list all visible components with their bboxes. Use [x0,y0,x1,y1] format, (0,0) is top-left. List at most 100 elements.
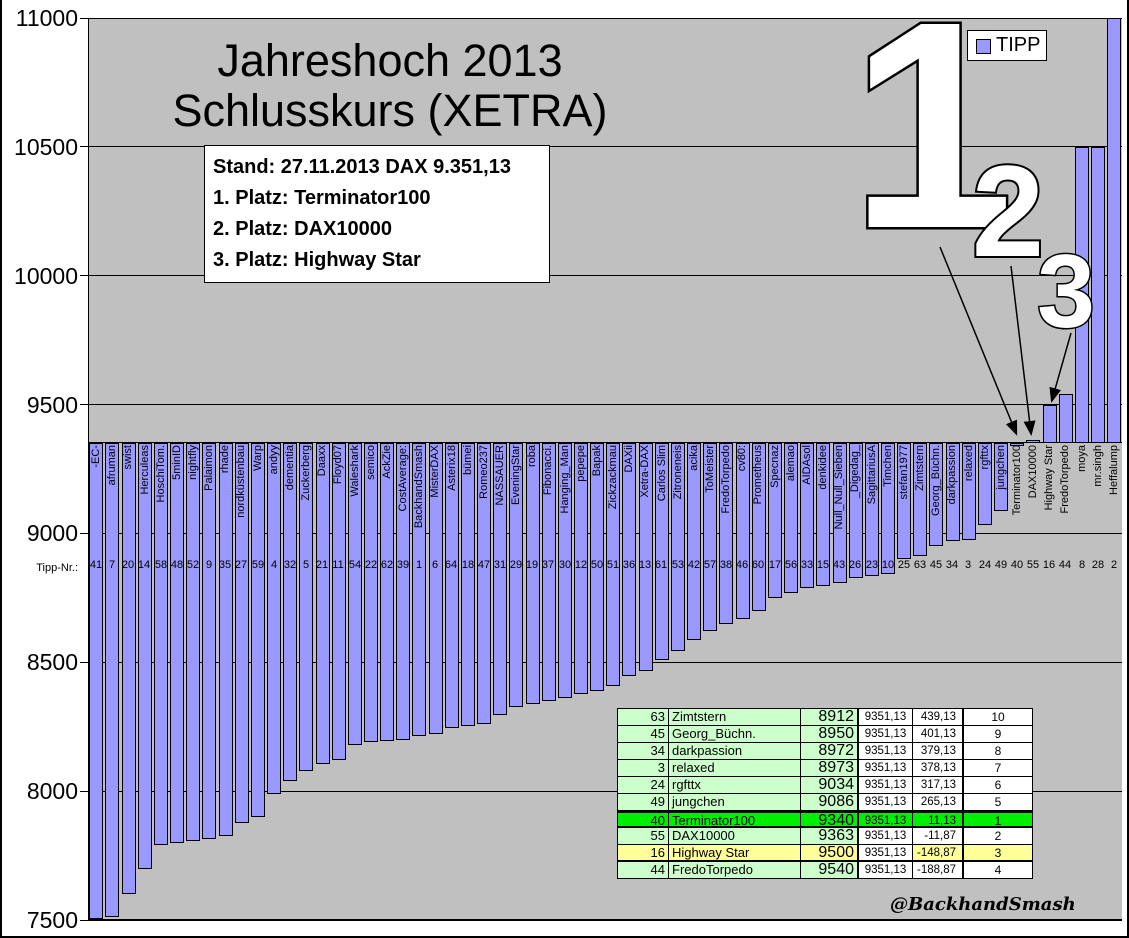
bar-name-label: rhade [218,445,231,474]
bar-SagittariusA [865,443,879,576]
gridline [88,532,1122,534]
bar-name-label: Highway Star [1042,445,1055,511]
tipp-nr-label: 45 [929,559,943,571]
tipp-nr-label: 49 [994,559,1008,571]
cell-tipp-nr: 24 [618,777,669,794]
cell-name: Zimtstern [669,709,801,726]
bar-name-label: roba [525,445,538,468]
bar-Terminator100 [1010,443,1024,446]
gridline [88,790,1122,792]
cell-tip: 9500 [801,845,859,862]
bar-name-label: Daaxx [315,445,328,477]
bar-jungchen [994,443,1008,511]
bar-name-label: andyy [267,445,280,475]
tipp-nr-label: 59 [251,559,265,571]
bar-name-label: Waleshark [348,445,361,497]
bar-NASSAUER [493,443,507,715]
bar-AckZie [380,443,394,741]
cell-tip: 9034 [801,777,859,794]
bar-name-label: pepepe [574,445,587,482]
bar-Waleshark [348,443,362,745]
bar-name-label: Asterix18 [445,445,458,491]
tipp-nr-label: 9 [205,559,213,571]
tipp-nr-label: 26 [848,559,862,571]
bar-name-label: swist [121,445,134,470]
bar-name-label: Bapak [590,445,603,477]
cell-rank: 9 [964,726,1033,743]
cell-dax: 9351,13 [859,760,913,777]
tipp-nr-label: 23 [865,559,879,571]
tipp-nr-label: 36 [622,559,636,571]
tipp-nr-label: 30 [558,559,572,571]
bar-name-label: MisterDAX [428,445,441,498]
cell-rank: 10 [964,709,1033,726]
tipp-nr-label: 38 [719,559,733,571]
bar-name-label: relaxed [962,445,975,482]
bar-name-label: Null_Null_Sieben [832,445,845,530]
bar-Hanging_Man [558,443,572,698]
bar-name-label: bümei [461,445,474,475]
bar-Bapak [590,443,604,691]
y-axis-tick [80,17,88,19]
cell-name: Highway Star [669,845,801,862]
tipp-nr-label: 31 [493,559,507,571]
tipp-nr-label: 13 [638,559,652,571]
bar-cv80: [736,443,750,619]
baseline-dax-level [88,442,1122,444]
tipp-nr-label: 1 [415,559,423,571]
legend-label: TIPP [996,34,1041,56]
cell-name: relaxed [669,760,801,777]
results-table-row-Georg_Büchn.: 45 Georg_Büchn. 8950 9351,13 401,13 9 [618,726,1033,743]
bar-Floyd07 [332,443,346,760]
info-line-platz1: 1. Platz: Terminator100 [213,187,431,209]
bar-Timchen [881,443,895,574]
bar-name-label: nightfly [186,445,199,480]
bar-Heffalump [1107,18,1121,443]
bar-name-label: 5minID [170,445,183,480]
cell-dax: 9351,13 [859,828,913,845]
bar-andyy [267,443,281,794]
results-table-row-FredoTorpedo: 44 FredoTorpedo 9540 9351,13 -188,87 4 [618,862,1033,879]
y-axis-tick [80,404,88,406]
y-axis-tick [80,919,88,921]
y-axis-tick-label: 8000 [26,778,78,805]
cell-rank: 3 [964,845,1033,862]
tipp-nr-label: 46 [735,559,749,571]
tipp-nr-label: 3 [964,559,972,571]
bar-name-label: _Digedag_ [848,445,861,499]
y-axis-tick [80,790,88,792]
watermark: @BackhandSmash [890,894,1076,915]
bar-pepepe [574,443,588,694]
bar-_Digedag_ [849,443,863,578]
bar-name-label: darkpassion [945,445,958,505]
tipp-nr-label: 27 [234,559,248,571]
tipp-nr-label: 39 [396,559,410,571]
bar-name-label: Floyd07 [331,445,344,485]
bar-acika [687,443,701,640]
y-axis-tick-label: 9000 [26,520,78,547]
cell-dax: 9351,13 [859,794,913,811]
bar-Herculeas [138,443,152,869]
bar-Fibonacci. [542,443,556,701]
tipp-nr-label: 41 [89,559,103,571]
tipp-nr-label: 43 [832,559,846,571]
bar-name-label: semico [364,445,377,480]
bar-BackhandSmash [412,443,426,736]
bar-name-label: Zickzackmau [606,445,619,510]
cell-name: Terminator100 [669,811,801,828]
y-axis-tick-label: 8500 [26,649,78,676]
tipp-nr-label: 37 [541,559,555,571]
y-axis-tick [80,532,88,534]
cell-tip: 8912 [801,709,859,726]
cell-rank: 4 [964,862,1033,879]
bar-name-label: NASSAUER [493,445,506,506]
cell-diff: 401,13 [913,726,964,743]
bar-name-label: Hanging_Man [558,445,571,514]
tipp-nr-label: 19 [525,559,539,571]
cell-tip: 9340 [801,811,859,828]
bar-alemao [784,443,798,593]
standings-info-box: Stand: 27.11.2013 DAX 9.351,13 1. Platz:… [204,145,550,283]
tipp-nr-label: 14 [137,559,151,571]
cell-dax: 9351,13 [859,845,913,862]
bar-name-label: Specnaz [768,445,781,488]
